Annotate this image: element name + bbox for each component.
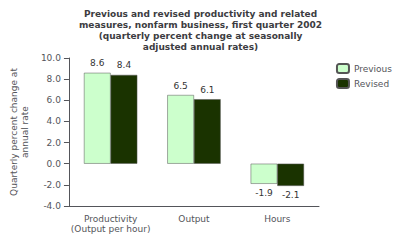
svg-text:(quarterly percent change at s: (quarterly percent change at seasonally [99, 31, 303, 41]
svg-text:8.6: 8.6 [90, 58, 105, 68]
svg-text:4.0: 4.0 [47, 116, 62, 126]
svg-text:annual rate: annual rate [20, 106, 30, 158]
svg-text:-4.0: -4.0 [43, 201, 61, 211]
svg-text:-2.1: -2.1 [282, 190, 300, 200]
svg-text:-1.9: -1.9 [255, 188, 273, 198]
svg-text:Revised: Revised [354, 79, 389, 89]
svg-text:adjusted annual rates): adjusted annual rates) [143, 42, 258, 52]
svg-text:Hours: Hours [264, 214, 291, 224]
svg-text:6.0: 6.0 [47, 95, 62, 105]
svg-text:Output: Output [178, 214, 210, 224]
svg-text:Quarterly percent change at: Quarterly percent change at [9, 68, 19, 196]
svg-text:measures, nonfarm business, fi: measures, nonfarm business, first quarte… [79, 20, 322, 30]
svg-text:8.0: 8.0 [47, 74, 62, 84]
svg-text:Previous and revised productiv: Previous and revised productivity and re… [84, 9, 317, 19]
svg-text:6.1: 6.1 [200, 85, 214, 95]
svg-text:10.0: 10.0 [41, 53, 61, 63]
svg-text:Previous: Previous [354, 64, 392, 74]
svg-text:-2.0: -2.0 [43, 180, 61, 190]
svg-text:2.0: 2.0 [47, 138, 62, 148]
svg-text:(Output per hour): (Output per hour) [71, 224, 151, 234]
svg-text:6.5: 6.5 [173, 81, 187, 91]
svg-text:0.0: 0.0 [47, 159, 62, 169]
svg-text:Productivity: Productivity [84, 214, 138, 224]
svg-text:8.4: 8.4 [117, 60, 132, 70]
